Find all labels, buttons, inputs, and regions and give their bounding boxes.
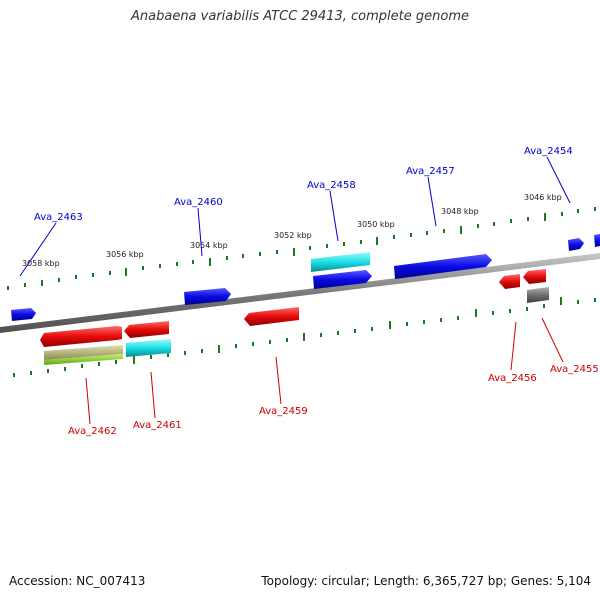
gene-ava-2458-arrow[interactable] — [313, 270, 372, 289]
gene-label-ava-2454[interactable]: Ava_2454 — [524, 146, 573, 157]
gene-ava-2458-feature[interactable] — [311, 252, 370, 272]
gene-ava-2459-arrow[interactable] — [244, 307, 299, 326]
gene-ava-2455-arrow[interactable] — [523, 269, 546, 284]
forward-callouts — [19, 156, 571, 277]
gene-label-ava-2457[interactable]: Ava_2457 — [406, 166, 455, 177]
gene-label-ava-2463[interactable]: Ava_2463 — [34, 212, 83, 223]
genome-summary-text: Topology: circular; Length: 6,365,727 bp… — [261, 574, 591, 588]
accession-text: Accession: NC_007413 — [9, 574, 146, 588]
tick-label: 3046 kbp — [524, 193, 562, 202]
tick-label: 3056 kbp — [106, 250, 144, 259]
gene-label-ava-2462[interactable]: Ava_2462 — [68, 426, 117, 437]
tick-label: 3054 kbp — [190, 241, 228, 250]
gene-ava-2460-arrow[interactable] — [184, 288, 231, 305]
gene-ava-2462-feature-lower[interactable] — [44, 354, 123, 365]
gene-label-ava-2458[interactable]: Ava_2458 — [307, 180, 356, 191]
genome-backbone — [0, 253, 600, 333]
lower-tick-track — [13, 297, 596, 377]
gene-ava-2454-arrow[interactable] — [568, 238, 584, 251]
gene-label-ava-2460[interactable]: Ava_2460 — [174, 197, 223, 208]
upper-tick-track — [7, 207, 596, 290]
gene-ava-2462-feature-upper[interactable] — [44, 345, 123, 360]
gene-label-ava-2455[interactable]: Ava_2455 — [550, 364, 599, 375]
map-title: Anabaena variabilis ATCC 29413, complete… — [131, 9, 469, 24]
gene-label-ava-2456[interactable]: Ava_2456 — [488, 373, 537, 384]
gene-ava-2463-arrow[interactable] — [11, 308, 36, 321]
gene-ava-2457-arrow[interactable] — [394, 254, 492, 279]
tick-label: 3048 kbp — [441, 207, 479, 216]
tick-label: 3058 kbp — [22, 259, 60, 268]
tick-label: 3050 kbp — [357, 220, 395, 229]
gene-label-ava-2461[interactable]: Ava_2461 — [133, 420, 182, 431]
gene-label-ava-2459[interactable]: Ava_2459 — [259, 406, 308, 417]
reverse-callouts — [85, 317, 564, 425]
gene-ava-2462-arrow[interactable] — [40, 326, 122, 347]
gene-edge-arrow[interactable] — [594, 234, 600, 247]
gene-ava-2461-feature[interactable] — [126, 339, 171, 357]
gene-ava-2461-arrow[interactable] — [124, 321, 169, 338]
tick-label: 3052 kbp — [274, 231, 312, 240]
gene-ava-2455-feature[interactable] — [527, 287, 549, 303]
gene-ava-2456-arrow[interactable] — [499, 274, 520, 289]
